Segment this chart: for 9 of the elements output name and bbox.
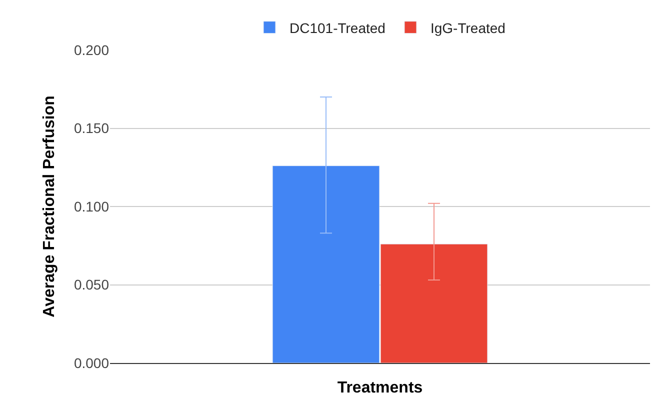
legend-label: DC101-Treated [290, 20, 386, 36]
x-axis-title: Treatments [337, 380, 423, 396]
y-tick-label: 0.000 [74, 354, 110, 371]
y-tick-label: 0.050 [74, 276, 110, 293]
legend-label: IgG-Treated [430, 20, 506, 36]
y-tick-label: 0.100 [74, 198, 110, 214]
y-axis-title: Average Fractional Perfusion [40, 96, 58, 318]
y-tick-label: 0.200 [74, 42, 110, 58]
y-tick-label: 0.150 [74, 120, 110, 136]
